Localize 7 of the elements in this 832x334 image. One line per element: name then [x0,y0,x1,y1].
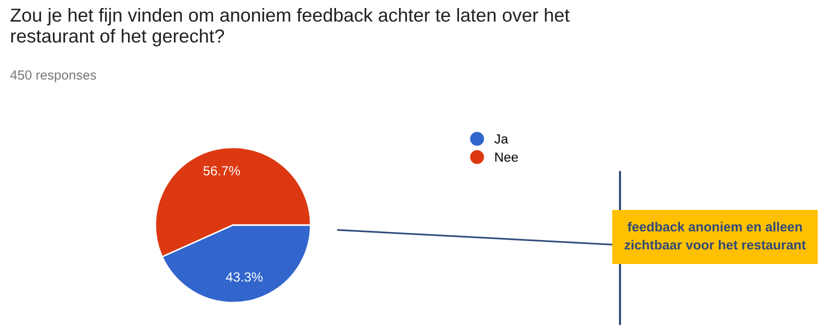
chart-title: Zou je het fijn vinden om anoniem feedback achter te laten over het restaurant of het gerecht? [10,8,570,46]
legend-label: Ja [494,134,508,144]
legend-label: Nee [495,152,518,162]
text: feedback anoniem en alleen zichtbaar voor het restaurant [624,222,806,250]
chart-subtitle: 450 responses [10,70,96,82]
data-label: 43.3% [226,272,263,282]
data-label: 56.7% [203,166,240,176]
